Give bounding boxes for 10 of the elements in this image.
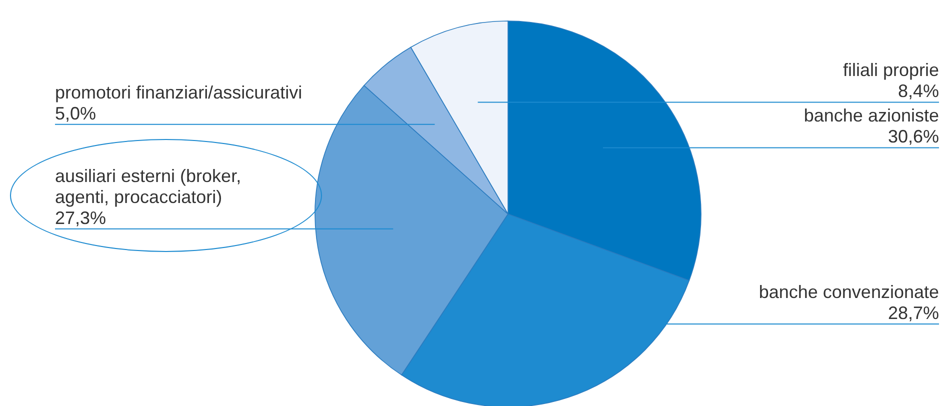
data-label: 28,7% — [888, 303, 939, 324]
slice-label: banche convenzionate — [758, 282, 939, 302]
slice-label: filiali proprie — [842, 60, 939, 80]
data-label: 30,6% — [888, 126, 939, 147]
data-label: 5,0% — [55, 103, 96, 124]
data-label: 27,3% — [55, 208, 106, 228]
slice-label: ausiliari esterni (broker, agenti, procacciatori) — [55, 166, 242, 207]
slice-label: banche azioniste — [804, 106, 939, 126]
slice-label: promotori finanziari/assicurativi — [55, 82, 302, 102]
data-label: 8,4% — [898, 81, 939, 102]
